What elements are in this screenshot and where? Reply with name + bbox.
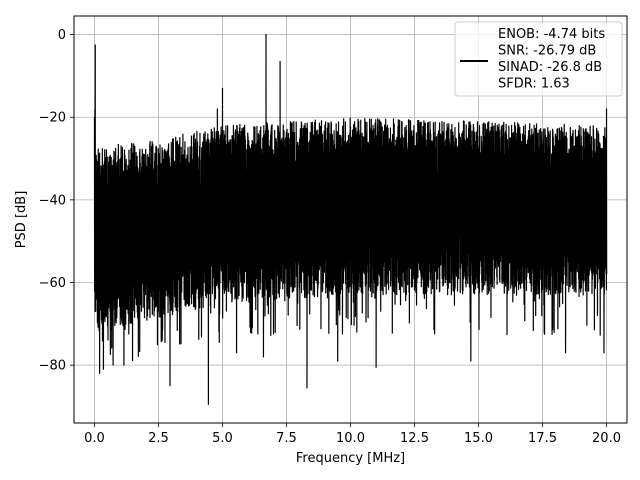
x-tick-label: 7.5 <box>276 431 297 446</box>
legend-line-text: SINAD: -26.8 dB <box>498 60 602 75</box>
x-tick-label: 5.0 <box>212 431 233 446</box>
psd-trace <box>93 33 608 406</box>
x-tick-label: 12.5 <box>400 431 429 446</box>
x-axis-label: Frequency [MHz] <box>296 451 405 466</box>
x-axis-ticks: 0.0 2.5 5.0 7.5 10.0 12.5 15.0 17.5 20.0 <box>84 423 621 446</box>
x-tick-label: 10.0 <box>336 431 365 446</box>
legend-line-text: SFDR: 1.63 <box>498 77 570 92</box>
y-axis-ticks: 0 −20 −40 −60 −80 <box>39 28 74 374</box>
x-tick-label: 0.0 <box>84 431 105 446</box>
plot-clip <box>93 33 608 406</box>
y-axis-label: PSD [dB] <box>14 191 29 249</box>
x-tick-label: 2.5 <box>148 431 169 446</box>
y-tick-label: −60 <box>39 276 66 291</box>
y-tick-label: −80 <box>39 359 66 374</box>
legend-box <box>454 21 623 97</box>
legend-line-text: SNR: -26.79 dB <box>498 44 596 59</box>
legend-line-text: ENOB: -4.74 bits <box>498 27 605 42</box>
legend: ENOB: -4.74 bits SNR: -26.79 dB SINAD: -26… <box>454 21 623 97</box>
x-tick-label: 17.5 <box>528 431 557 446</box>
y-tick-label: −40 <box>39 193 66 208</box>
legend-entry: ENOB: -4.74 bits SNR: -26.79 dB SINAD: -26… <box>498 27 605 92</box>
y-tick-label: −20 <box>39 111 66 126</box>
x-tick-label: 20.0 <box>592 431 621 446</box>
x-tick-label: 15.0 <box>464 431 493 446</box>
y-tick-label: 0 <box>58 28 66 43</box>
